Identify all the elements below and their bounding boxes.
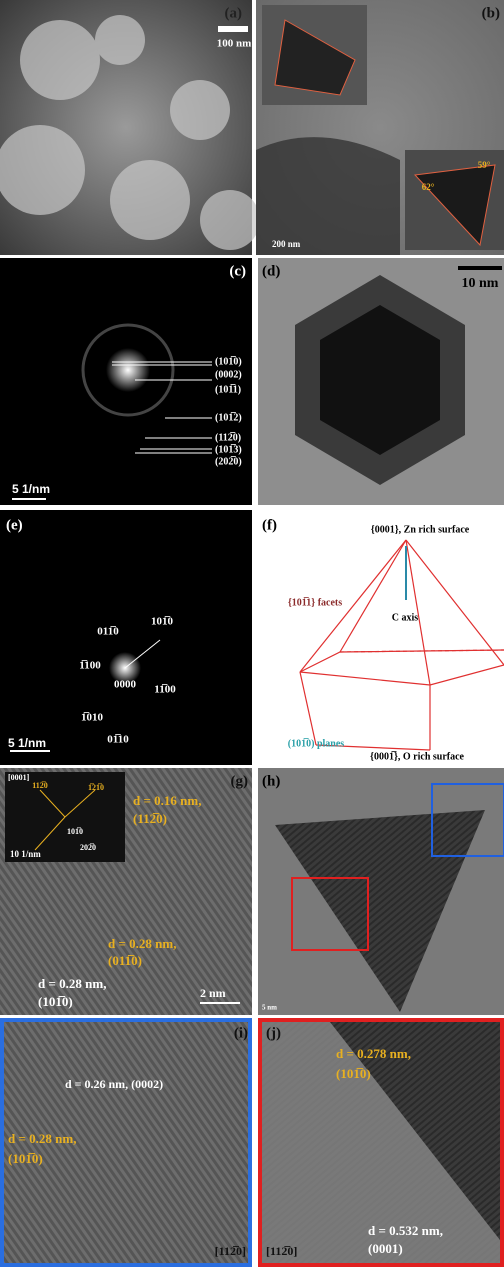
annotation: d = 0.28 nm,	[38, 976, 106, 991]
annotation: 100 nm	[217, 38, 252, 50]
fft-lines	[34, 789, 96, 851]
hexagon-core	[320, 305, 440, 455]
annotation: 2 nm	[200, 986, 226, 1000]
ring	[81, 323, 175, 417]
scale-bar	[218, 26, 248, 32]
particle-outline	[413, 164, 496, 247]
scale-bar	[12, 498, 46, 500]
scale-bar	[200, 1002, 240, 1004]
annotation: [0001]	[8, 773, 30, 782]
annotation: 1̅21̅0	[88, 783, 104, 792]
annotation: [112̅0]	[266, 1244, 297, 1258]
particle-outline	[274, 19, 356, 96]
annotation: 1̅100	[79, 660, 101, 672]
annotation: 101̅0	[151, 616, 174, 628]
annotation: 101̅0	[67, 827, 83, 836]
region-box	[431, 783, 504, 857]
annotation: d = 0.532 nm,	[368, 1223, 443, 1238]
annotation: 10 nm	[462, 276, 499, 291]
panel-i-image	[0, 1018, 252, 1267]
panel-label: (h)	[262, 773, 280, 789]
panel-label: (e)	[6, 517, 23, 533]
annotation: d = 0.16 nm,	[133, 793, 201, 808]
panel-label: (b)	[482, 5, 500, 21]
annotation: (0001)	[368, 1241, 403, 1256]
annotation: d = 0.278 nm,	[336, 1046, 411, 1061]
annotation: 1̅010	[81, 712, 104, 724]
annotation: (101̅3)	[215, 444, 242, 455]
aggregate	[256, 137, 400, 255]
annotation: (011̅0)	[108, 953, 142, 968]
annotation: 5 nm	[262, 1004, 277, 1012]
scale-bar	[458, 266, 502, 270]
panel-label: (c)	[229, 263, 246, 279]
annotation: (0002)	[215, 369, 242, 380]
annotation: 01̅10	[107, 734, 129, 746]
annotation: {0001̅}, O rich surface	[370, 751, 465, 762]
annotation: {101̅1} facets	[288, 597, 342, 608]
region-box	[291, 877, 369, 951]
annotation: [112̅0]	[215, 1244, 246, 1258]
index-lines	[112, 361, 212, 454]
panel-label: (f)	[262, 517, 277, 533]
annotation: 62°	[422, 182, 435, 192]
annotation: 11̅00	[154, 684, 176, 696]
scale-bar	[10, 750, 50, 752]
annotation: (112̅0)	[133, 811, 167, 826]
annotation: d = 0.28 nm,	[8, 1131, 76, 1146]
annotation: 10 1/nm	[10, 849, 41, 859]
particles	[0, 15, 260, 250]
annotation: {0001}, Zn rich surface	[371, 524, 470, 535]
index-line	[124, 639, 161, 669]
panel-e-image	[0, 510, 252, 765]
annotation: (202̅0)	[215, 456, 242, 467]
annotation: 0000	[114, 679, 137, 691]
panel-label: (g)	[231, 773, 249, 789]
annotation: 5 1/nm	[8, 736, 46, 750]
triangle	[275, 810, 485, 1012]
annotation: (101̅1)	[215, 384, 241, 395]
annotation: 59°	[478, 160, 491, 170]
pyramid	[299, 539, 504, 751]
annotation: C axis	[392, 612, 419, 623]
annotation: 5 1/nm	[12, 482, 50, 496]
annotation: (101̅0)	[215, 356, 242, 367]
annotation: 200 nm	[272, 239, 301, 249]
panel-label: (a)	[225, 5, 243, 21]
panel-label: (j)	[266, 1025, 281, 1041]
annotation: (101̅0)	[38, 994, 73, 1009]
annotation: d = 0.26 nm, (0002)	[65, 1077, 163, 1091]
lighter-region	[262, 1022, 500, 1263]
annotation: (101̅0) planes	[288, 738, 345, 749]
annotation: 202̅0	[80, 843, 96, 852]
annotation: d = 0.28 nm,	[108, 936, 176, 951]
panel-label: (i)	[234, 1025, 248, 1041]
annotation: (101̅0)	[8, 1151, 43, 1166]
annotation: (101̅2)	[215, 412, 242, 423]
annotation: (101̅0)	[336, 1066, 371, 1081]
annotation: 011̅0	[97, 626, 119, 638]
annotation: 112̅0	[32, 781, 48, 790]
central-beam	[106, 348, 150, 392]
panel-f-image	[258, 510, 504, 765]
panel-label: (d)	[262, 263, 280, 279]
annotation: (112̅0)	[215, 432, 241, 443]
